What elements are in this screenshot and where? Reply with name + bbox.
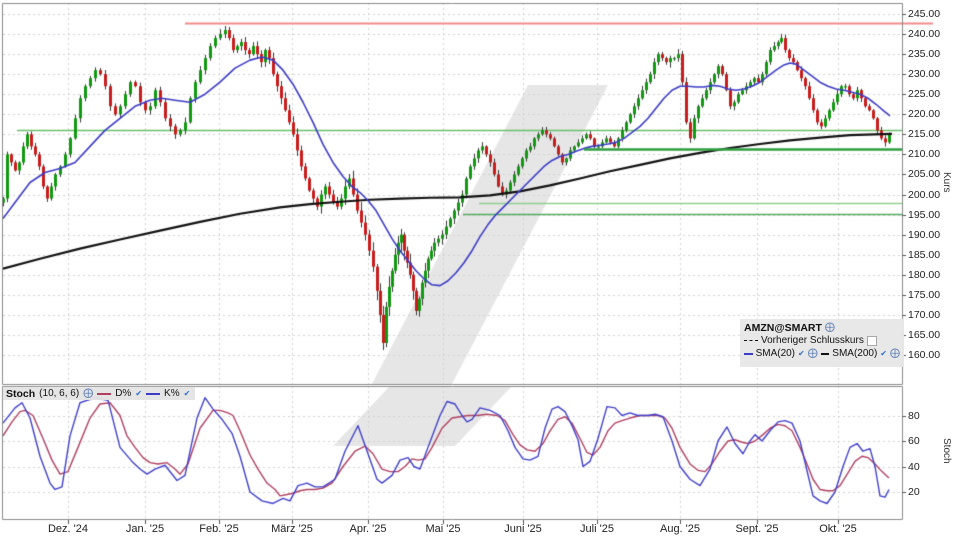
stoch-axis-label: 40 — [908, 460, 920, 473]
stoch-d-checkbox[interactable]: ✔ — [135, 388, 143, 398]
stoch-axis-title: Stoch — [941, 438, 952, 464]
sma20-line-sample — [744, 352, 753, 355]
price-axis-label: 190.00 — [908, 228, 941, 241]
month-axis-label: Mai '25 — [425, 523, 461, 535]
stoch-axis-label: 20 — [908, 486, 920, 498]
sma20-globe-icon[interactable]: ⨁ — [807, 347, 818, 359]
month-axis-label: Feb. '25 — [199, 523, 239, 535]
price-axis-label: 200.00 — [908, 188, 941, 201]
stoch-name: Stoch — [6, 387, 36, 400]
kurs-axis-title: Kurs — [941, 172, 952, 193]
price-axis-label: 235.00 — [908, 48, 941, 61]
price-axis-label: 225.00 — [908, 88, 941, 101]
month-axis-label: Aug. '25 — [659, 523, 701, 535]
month-axis-label: März '25 — [271, 523, 313, 535]
price-axis-label: 165.00 — [908, 328, 941, 341]
price-axis-label: 220.00 — [908, 108, 941, 121]
stoch-globe-icon[interactable]: ⨁ — [83, 387, 94, 399]
price-axis-label: 210.00 — [908, 148, 941, 161]
symbol-label: AMZN@SMART — [744, 321, 822, 334]
main-chart-legend: AMZN@SMART ⨁ Vorheriger Schlusskurs SMA(… — [740, 319, 904, 367]
month-axis-label: Dez. '24 — [47, 523, 88, 535]
stoch-legend: Stoch (10, 6, 6) ⨁ D% ✔ K% ✔ — [3, 387, 195, 400]
stoch-axis-label: 80 — [908, 409, 920, 422]
price-axis-label: 170.00 — [908, 308, 941, 321]
stoch-k-line-sample — [146, 392, 161, 395]
stoch-axis-label: 60 — [908, 435, 920, 447]
sma200-checkbox[interactable]: ✔ — [880, 348, 887, 358]
price-axis-label: 215.00 — [908, 128, 941, 141]
month-axis-label: Juni '25 — [504, 523, 542, 535]
stoch-d-label: D% — [115, 388, 132, 399]
sma200-globe-icon[interactable]: ⨁ — [890, 347, 900, 359]
price-axis-label: 245.00 — [908, 8, 941, 20]
stoch-params: (10, 6, 6) — [39, 388, 80, 399]
month-axis-label: Jan. '25 — [125, 523, 165, 535]
stoch-k-label: K% — [164, 388, 180, 399]
price-axis-label: 205.00 — [908, 168, 941, 181]
price-axis-label: 160.00 — [908, 349, 941, 361]
month-axis-label: Juli '25 — [580, 523, 614, 535]
price-axis-label: 185.00 — [908, 248, 941, 261]
month-axis-label: Sept. '25 — [735, 523, 779, 535]
sma200-label: SMA(200) — [832, 348, 878, 359]
price-axis-label: 230.00 — [908, 68, 941, 81]
stoch-d-line-sample — [97, 392, 112, 395]
sma20-checkbox[interactable]: ✔ — [798, 348, 805, 358]
price-axis-label: 195.00 — [908, 208, 941, 221]
price-axis-label: 240.00 — [908, 28, 941, 41]
stoch-k-checkbox[interactable]: ✔ — [183, 388, 191, 398]
month-axis-label: Apr. '25 — [349, 523, 387, 535]
globe-icon[interactable]: ⨁ — [824, 321, 835, 333]
month-axis-label: Okt. '25 — [819, 523, 857, 535]
prev-close-checkbox[interactable] — [866, 335, 877, 346]
prev-close-label: Vorheriger Schlusskurs — [761, 335, 864, 346]
prev-close-line-sample — [744, 340, 758, 341]
sma20-label: SMA(20) — [755, 348, 796, 359]
price-axis-label: 180.00 — [908, 268, 941, 281]
sma200-line-sample — [820, 352, 830, 355]
price-axis-label: 175.00 — [908, 288, 941, 301]
